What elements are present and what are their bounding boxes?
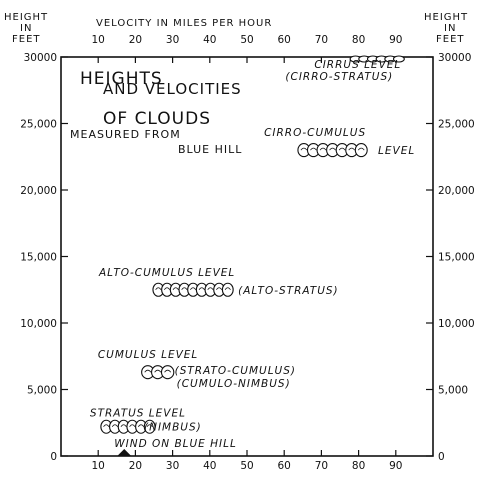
subtitle-line-1: MEASURED FROM: [70, 128, 181, 141]
x-tick-label-bottom: 20: [129, 460, 142, 472]
cloud-label-cirro-cumulus: LEVEL: [378, 145, 415, 157]
y-tick-label-left: 10,000: [20, 318, 57, 330]
cloud-mark-cumulus: [161, 366, 173, 379]
y-tick-label-left: 5,000: [27, 385, 57, 397]
y-tick-label-left: 25,000: [20, 119, 57, 131]
cloud-level-cirrus: CIRRUS LEVEL(CIRRO-STRATUS): [285, 56, 404, 83]
cloud-mark-cirro-cumulus: [355, 144, 367, 157]
x-tick-label-top: 50: [240, 34, 253, 46]
x-tick-label-top: 60: [278, 34, 291, 46]
y-tick-label-right: 20,000: [438, 185, 475, 197]
cloud-level-alto-cumulus: ALTO-CUMULUS LEVEL(ALTO-STRATUS): [98, 267, 339, 297]
cloud-label-cumulus: (CUMULO-NIMBUS): [177, 378, 291, 390]
cloud-level-cirro-cumulus: CIRRO-CUMULUS LEVEL: [264, 127, 415, 157]
title-line-2: AND VELOCITIES: [103, 80, 242, 98]
cloud-label-cirrus: CIRRUS LEVEL: [314, 59, 401, 71]
chart-subtitle: MEASURED FROM BLUE HILL: [70, 128, 242, 156]
y-label-left-line-1: HEIGHT: [4, 12, 48, 23]
cloud-label-stratus: (NIMBUS): [144, 422, 202, 434]
y-tick-label-left: 30000: [24, 52, 57, 64]
cloud-label-cirrus: (CIRRO-STRATUS): [285, 71, 393, 83]
cloud-mark-alto-cumulus: [222, 283, 233, 296]
chart-title: HEIGHTS AND VELOCITIES OF CLOUDS: [80, 69, 242, 129]
wind-marker-group: WIND ON BLUE HILL: [114, 438, 237, 456]
x-tick-label-bottom: 40: [203, 460, 216, 472]
cloud-label-alto-cumulus: (ALTO-STRATUS): [238, 285, 339, 297]
x-tick-label-bottom: 90: [389, 460, 402, 472]
cloud-label-cumulus: CUMULUS LEVEL: [98, 349, 198, 361]
x-tick-label-top: 30: [166, 34, 179, 46]
x-tick-label-top: 10: [92, 34, 105, 46]
x-axis-label: VELOCITY IN MILES PER HOUR: [96, 18, 272, 29]
y-tick-label-left: 20,000: [20, 185, 57, 197]
y-tick-label-right: 30000: [438, 52, 471, 64]
cloud-label-alto-cumulus: ALTO-CUMULUS LEVEL: [98, 267, 235, 279]
x-tick-label-top: 90: [389, 34, 402, 46]
x-tick-label-top: 80: [352, 34, 365, 46]
subtitle-line-2: BLUE HILL: [178, 143, 242, 156]
x-tick-label-bottom: 70: [315, 460, 328, 472]
wind-marker-label: WIND ON BLUE HILL: [114, 438, 237, 450]
cloud-label-cumulus: (STRATO-CUMULUS): [175, 365, 296, 377]
y-axis-label-right: HEIGHT IN FEET: [424, 12, 468, 45]
y-axis-label-left: HEIGHT IN FEET: [4, 12, 48, 45]
x-tick-label-bottom: 80: [352, 460, 365, 472]
x-tick-label-bottom: 60: [278, 460, 291, 472]
y-tick-label-left: 0: [50, 451, 57, 463]
cloud-level-cumulus: CUMULUS LEVEL (STRATO-CUMULUS)(CUMULO-NIM…: [98, 349, 296, 390]
y-tick-label-right: 0: [438, 451, 445, 463]
y-label-right-line-2: IN: [444, 23, 456, 34]
x-tick-label-bottom: 50: [240, 460, 253, 472]
x-tick-label-top: 20: [129, 34, 142, 46]
y-label-right-line-1: HEIGHT: [424, 12, 468, 23]
cloud-level-stratus: STRATUS LEVEL (NIMBUS): [90, 408, 202, 434]
x-tick-label-top: 40: [203, 34, 216, 46]
x-tick-label-top: 70: [315, 34, 328, 46]
y-label-left-line-2: IN: [20, 23, 32, 34]
y-tick-label-right: 15,000: [438, 252, 475, 264]
cloud-label-stratus: STRATUS LEVEL: [90, 408, 186, 420]
x-tick-label-bottom: 10: [92, 460, 105, 472]
y-label-right-line-3: FEET: [436, 34, 465, 45]
x-tick-label-bottom: 30: [166, 460, 179, 472]
y-tick-label-right: 25,000: [438, 119, 475, 131]
axis-ticks: 10 10 20 20 30 30 40 40 50 50 60 60 70 70 80 80 90 90 0 0 5,…: [20, 34, 475, 472]
title-line-3: OF CLOUDS: [103, 109, 211, 129]
y-label-left-line-3: FEET: [12, 34, 41, 45]
y-tick-label-right: 10,000: [438, 318, 475, 330]
cloud-label-cirro-cumulus: CIRRO-CUMULUS: [264, 127, 366, 139]
wind-marker-triangle: [117, 449, 131, 456]
y-tick-label-right: 5,000: [438, 385, 468, 397]
y-tick-label-left: 15,000: [20, 252, 57, 264]
